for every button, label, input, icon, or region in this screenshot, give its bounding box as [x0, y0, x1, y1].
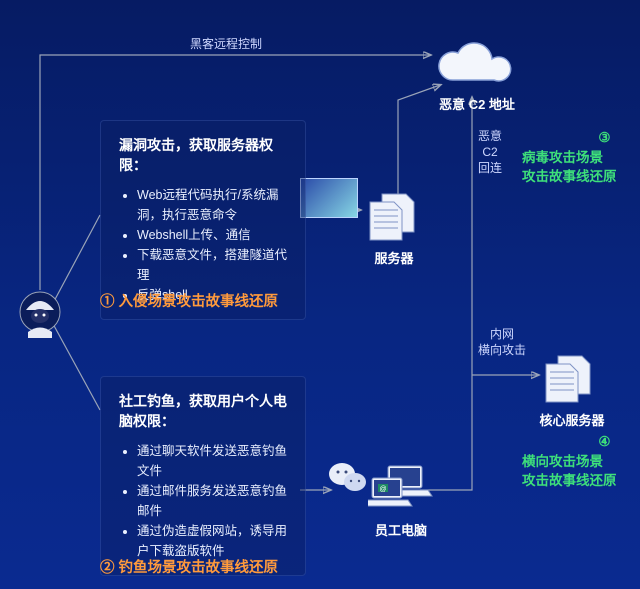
card-phish-list: 通过聊天软件发送恶意钓鱼文件 通过邮件服务发送恶意钓鱼邮件 通过伪造虚假网站，诱…: [119, 441, 289, 561]
story-2-num: ②: [100, 560, 115, 576]
edge-label-c2-callback: 恶意 C2 回连: [478, 128, 502, 177]
wechat-icon: [328, 460, 368, 496]
story-4-line1: 横向攻击场景: [522, 452, 617, 472]
story-4-num: ④: [598, 434, 610, 449]
story-1-text: 入侵场景攻击故事线还原: [119, 294, 279, 310]
story-2: ② 钓鱼场景攻击故事线还原: [100, 556, 278, 577]
story-3: ③ 病毒攻击场景 攻击故事线还原: [522, 128, 617, 187]
exploit-photo: [300, 178, 358, 218]
edge-layer: [0, 0, 640, 589]
story-4-line2: 攻击故事线还原: [522, 471, 617, 491]
node-label-employee-pc: 员工电脑: [362, 520, 440, 539]
list-item: 通过伪造虚假网站，诱导用户下载盗版软件: [137, 521, 289, 561]
story-3-line2: 攻击故事线还原: [522, 167, 617, 187]
story-3-num: ③: [598, 130, 610, 145]
core-server-icon: [538, 350, 602, 408]
card-exploit-title: 漏洞攻击，获取服务器权限：: [119, 135, 289, 175]
employee-pc-icon: @: [368, 462, 436, 518]
story-2-text: 钓鱼场景攻击故事线还原: [119, 560, 279, 576]
story-1: ① 入侵场景攻击故事线还原: [100, 290, 278, 311]
node-label-server: 服务器: [360, 248, 428, 267]
node-label-c2: 恶意 C2 地址: [432, 94, 522, 113]
list-item: 下载恶意文件，搭建隧道代理: [137, 245, 289, 285]
card-exploit-list: Web远程代码执行/系统漏洞，执行恶意命令 Webshell上传、通信 下载恶意…: [119, 185, 289, 305]
card-phish-title: 社工钓鱼，获取用户个人电脑权限：: [119, 391, 289, 431]
hacker-icon: [18, 290, 62, 340]
card-phish: 社工钓鱼，获取用户个人电脑权限： 通过聊天软件发送恶意钓鱼文件 通过邮件服务发送…: [100, 376, 306, 576]
svg-text:@: @: [379, 486, 386, 493]
cloud-c2-icon: [432, 40, 512, 90]
list-item: Webshell上传、通信: [137, 225, 289, 245]
list-item: Web远程代码执行/系统漏洞，执行恶意命令: [137, 185, 289, 225]
list-item: 通过邮件服务发送恶意钓鱼邮件: [137, 481, 289, 521]
story-3-line1: 病毒攻击场景: [522, 148, 617, 168]
node-label-core-server: 核心服务器: [532, 410, 612, 429]
edge-label-lateral: 内网 横向攻击: [478, 326, 526, 358]
list-item: 通过聊天软件发送恶意钓鱼文件: [137, 441, 289, 481]
edge-label-remote-control: 黑客远程控制: [190, 36, 262, 52]
story-1-num: ①: [100, 294, 115, 310]
story-4: ④ 横向攻击场景 攻击故事线还原: [522, 432, 617, 491]
server-icon: [362, 188, 426, 246]
